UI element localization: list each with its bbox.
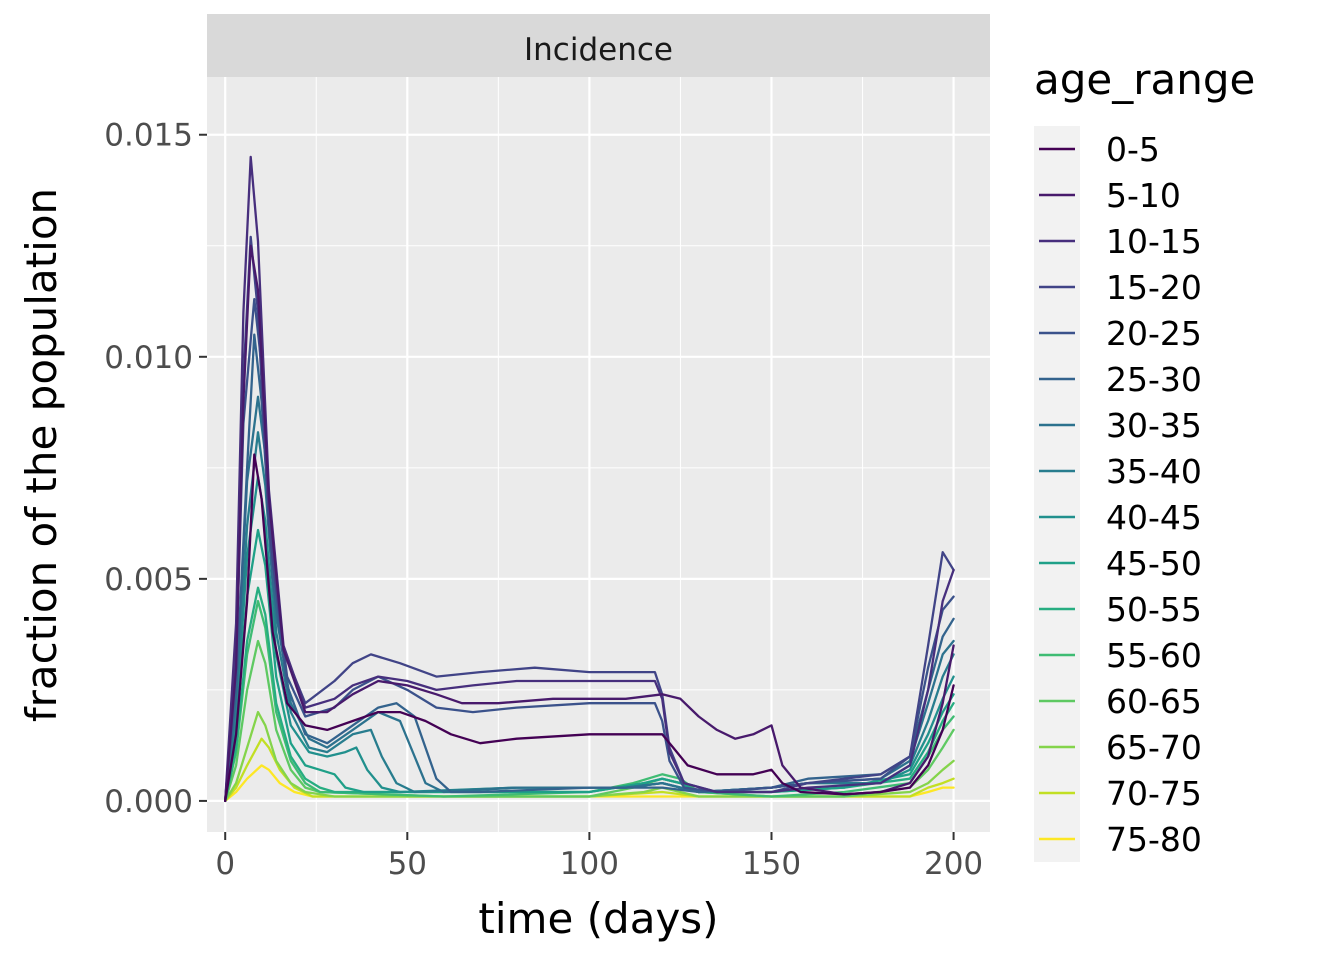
y-tick-label: 0.005 (104, 562, 193, 598)
x-tick-label: 150 (742, 846, 801, 882)
y-tick-label: 0.015 (104, 118, 193, 154)
x-tick-label: 0 (215, 846, 235, 882)
legend-label-25-30: 25-30 (1106, 360, 1202, 399)
legend-label-75-80: 75-80 (1106, 820, 1202, 859)
legend-label-45-50: 45-50 (1106, 544, 1202, 583)
x-axis: 0 50 100 150 200 (215, 832, 983, 882)
legend-key-background (1034, 126, 1080, 862)
legend: 0-5 5-10 10-15 15-20 20-25 25-30 30-35 35-40 40-… (1034, 126, 1202, 862)
legend-label-35-40: 35-40 (1106, 452, 1202, 491)
y-tick-label: 0.010 (104, 340, 193, 376)
y-axis: 0.000 0.005 0.010 0.015 (104, 118, 207, 820)
x-axis-title: time (days) (478, 894, 718, 943)
legend-label-70-75: 70-75 (1106, 774, 1202, 813)
y-tick-label: 0.000 (104, 784, 193, 820)
facet-title: Incidence (524, 32, 673, 68)
legend-label-30-35: 30-35 (1106, 406, 1202, 445)
legend-label-15-20: 15-20 (1106, 268, 1202, 307)
legend-label-10-15: 10-15 (1106, 222, 1202, 261)
legend-title: age_range (1034, 55, 1255, 104)
legend-label-0-5: 0-5 (1106, 130, 1160, 169)
grid-lines (207, 77, 990, 832)
x-tick-label: 100 (560, 846, 619, 882)
series-lines (224, 155, 955, 803)
legend-label-55-60: 55-60 (1106, 636, 1202, 675)
plot-panel (207, 77, 990, 832)
legend-label-5-10: 5-10 (1106, 176, 1181, 215)
x-tick-label: 200 (924, 846, 983, 882)
legend-label-20-25: 20-25 (1106, 314, 1202, 353)
legend-label-40-45: 40-45 (1106, 498, 1202, 537)
facet-strip (207, 14, 990, 77)
x-tick-label: 50 (388, 846, 427, 882)
series-line-10-15 (224, 155, 955, 803)
series-line-15-20 (224, 235, 955, 803)
legend-label-50-55: 50-55 (1106, 590, 1202, 629)
legend-label-60-65: 60-65 (1106, 682, 1202, 721)
series-line-0-5 (224, 453, 955, 803)
y-axis-title: fraction of the population (17, 188, 66, 722)
legend-label-65-70: 65-70 (1106, 728, 1202, 767)
